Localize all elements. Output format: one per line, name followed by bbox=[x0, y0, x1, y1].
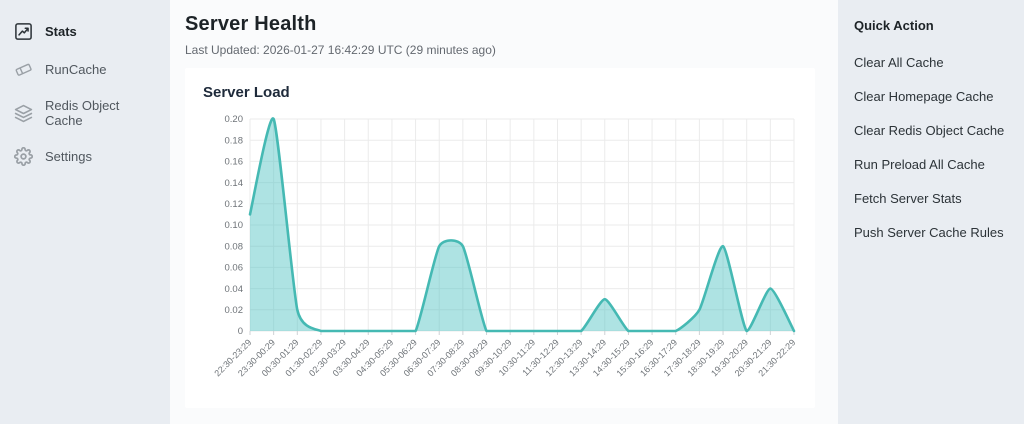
quick-action-run-preload-all-cache[interactable]: Run Preload All Cache bbox=[854, 157, 985, 172]
main-content: Server Health Last Updated: 2026-01-27 1… bbox=[170, 0, 838, 424]
quick-actions-panel: Quick Action Clear All Cache Clear Homep… bbox=[838, 0, 1024, 424]
chart-panel: Server Load 0 0.02 0.04 0.06 0.08 0.10 0.12 0.1… bbox=[185, 68, 815, 408]
svg-text:0: 0 bbox=[238, 326, 243, 337]
svg-text:0.18: 0.18 bbox=[225, 135, 244, 146]
gear-icon bbox=[14, 147, 33, 166]
svg-text:0.14: 0.14 bbox=[225, 178, 244, 189]
svg-text:0.08: 0.08 bbox=[225, 241, 244, 252]
chart-title: Server Load bbox=[203, 84, 290, 101]
svg-text:0.04: 0.04 bbox=[225, 284, 244, 295]
left-sidebar: Stats RunCache Redis Object Cache bbox=[0, 0, 170, 424]
svg-text:0.10: 0.10 bbox=[225, 220, 244, 231]
quick-action-clear-redis-object-cache[interactable]: Clear Redis Object Cache bbox=[854, 123, 1005, 138]
layers-icon bbox=[14, 104, 33, 123]
sidebar-item-redis-object-cache[interactable]: Redis Object Cache bbox=[0, 92, 170, 134]
quick-action-push-server-cache-rules[interactable]: Push Server Cache Rules bbox=[854, 225, 1004, 240]
quick-action-clear-all-cache[interactable]: Clear All Cache bbox=[854, 55, 944, 70]
sidebar-item-stats[interactable]: Stats bbox=[0, 16, 170, 47]
page-header: Server Health Last Updated: 2026-01-27 1… bbox=[170, 0, 838, 57]
quick-action-clear-homepage-cache[interactable]: Clear Homepage Cache bbox=[854, 89, 994, 104]
page-title: Server Health bbox=[185, 13, 317, 35]
last-updated-text: Last Updated: 2026-01-27 16:42:29 UTC (2… bbox=[185, 43, 496, 57]
eraser-icon bbox=[14, 60, 33, 79]
sidebar-item-label: Settings bbox=[45, 149, 92, 164]
sidebar-item-label: RunCache bbox=[45, 62, 107, 77]
svg-text:0.16: 0.16 bbox=[225, 157, 244, 168]
svg-text:0.12: 0.12 bbox=[225, 199, 244, 210]
chart-canvas[interactable]: 0 0.02 0.04 0.06 0.08 0.10 0.12 0.14 0.16 0.18 0.2… bbox=[203, 105, 803, 397]
server-load-chart[interactable]: 0 0.02 0.04 0.06 0.08 0.10 0.12 0.14 0.16 0.18 0.2… bbox=[203, 105, 803, 397]
sidebar-item-settings[interactable]: Settings bbox=[0, 141, 170, 172]
sidebar-item-runcache[interactable]: RunCache bbox=[0, 54, 170, 85]
svg-text:0.06: 0.06 bbox=[225, 263, 244, 274]
sidebar-item-label: Stats bbox=[45, 24, 77, 39]
sidebar-item-label: Redis Object Cache bbox=[45, 98, 120, 128]
quick-actions-heading: Quick Action bbox=[854, 18, 934, 33]
quick-action-fetch-server-stats[interactable]: Fetch Server Stats bbox=[854, 191, 962, 206]
svg-text:0.20: 0.20 bbox=[225, 114, 244, 125]
svg-text:0.02: 0.02 bbox=[225, 305, 244, 316]
chart-line-icon bbox=[14, 22, 33, 41]
